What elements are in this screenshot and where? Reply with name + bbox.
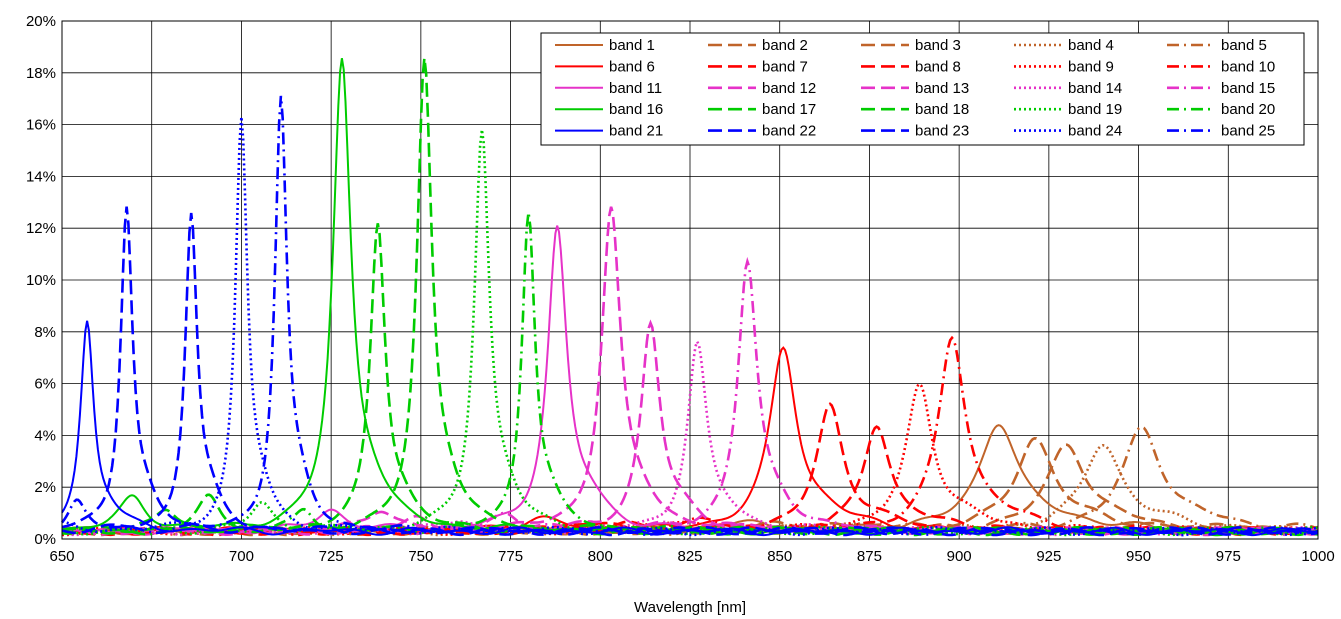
series-line-band-12 [61, 206, 1319, 536]
y-tick-label: 6% [34, 376, 56, 393]
legend-label: band 24 [1068, 123, 1122, 140]
x-tick-label: 875 [857, 548, 882, 565]
legend-label: band 8 [915, 58, 961, 75]
y-tick-label: 2% [34, 479, 56, 496]
x-tick-label: 650 [49, 548, 74, 565]
y-tick-label: 0% [34, 531, 56, 548]
legend-label: band 1 [609, 37, 655, 54]
x-tick-label: 800 [588, 548, 613, 565]
series-layer [60, 57, 1319, 537]
legend-label: band 4 [1068, 37, 1114, 54]
legend-label: band 16 [609, 101, 663, 118]
legend-label: band 3 [915, 37, 961, 54]
tick-labels: 650 675 700 725 750 775 800 825 850 875 900 925 950 9… [26, 13, 1335, 565]
y-tick-label: 10% [26, 272, 56, 289]
x-tick-label: 850 [767, 548, 792, 565]
y-tick-label: 8% [34, 324, 56, 341]
x-tick-label: 900 [947, 548, 972, 565]
legend-label: band 20 [1221, 101, 1275, 118]
legend-label: band 10 [1221, 58, 1275, 75]
legend-label: band 23 [915, 123, 969, 140]
x-tick-label: 925 [1036, 548, 1061, 565]
x-tick-label: 725 [319, 548, 344, 565]
legend: band 1 band 2 band 3 band 4 band 5 band 6 band… [540, 32, 1305, 146]
x-tick-label: 1000 [1301, 548, 1334, 565]
y-tick-label: 18% [26, 65, 56, 82]
x-tick-label: 675 [139, 548, 164, 565]
y-tick-label: 14% [26, 168, 56, 185]
legend-label: band 2 [762, 37, 808, 54]
x-axis-title: Wavelength [nm] [634, 599, 746, 616]
x-tick-label: 975 [1216, 548, 1241, 565]
legend-label: band 6 [609, 58, 655, 75]
legend-label: band 18 [915, 101, 969, 118]
legend-label: band 25 [1221, 123, 1275, 140]
legend-label: band 21 [609, 123, 663, 140]
y-tick-label: 12% [26, 220, 56, 237]
legend-label: band 5 [1221, 37, 1267, 54]
legend-label: band 17 [762, 101, 816, 118]
plot-area-frame [61, 20, 1319, 540]
y-tick-label: 20% [26, 13, 56, 30]
x-tick-label: 825 [677, 548, 702, 565]
legend-label: band 14 [1068, 80, 1122, 97]
x-tick-label: 750 [408, 548, 433, 565]
legend-label: band 7 [762, 58, 808, 75]
legend-label: band 12 [762, 80, 816, 97]
y-tick-label: 16% [26, 117, 56, 134]
series-line-band-25 [60, 95, 1319, 537]
x-tick-label: 775 [498, 548, 523, 565]
legend-label: band 9 [1068, 58, 1114, 75]
legend-label: band 19 [1068, 101, 1122, 118]
legend-label: band 13 [915, 80, 969, 97]
y-tick-label: 4% [34, 427, 56, 444]
legend-label: band 22 [762, 123, 816, 140]
x-tick-label: 700 [229, 548, 254, 565]
legend-label: band 15 [1221, 80, 1275, 97]
x-tick-label: 950 [1126, 548, 1151, 565]
legend-label: band 11 [609, 80, 662, 97]
